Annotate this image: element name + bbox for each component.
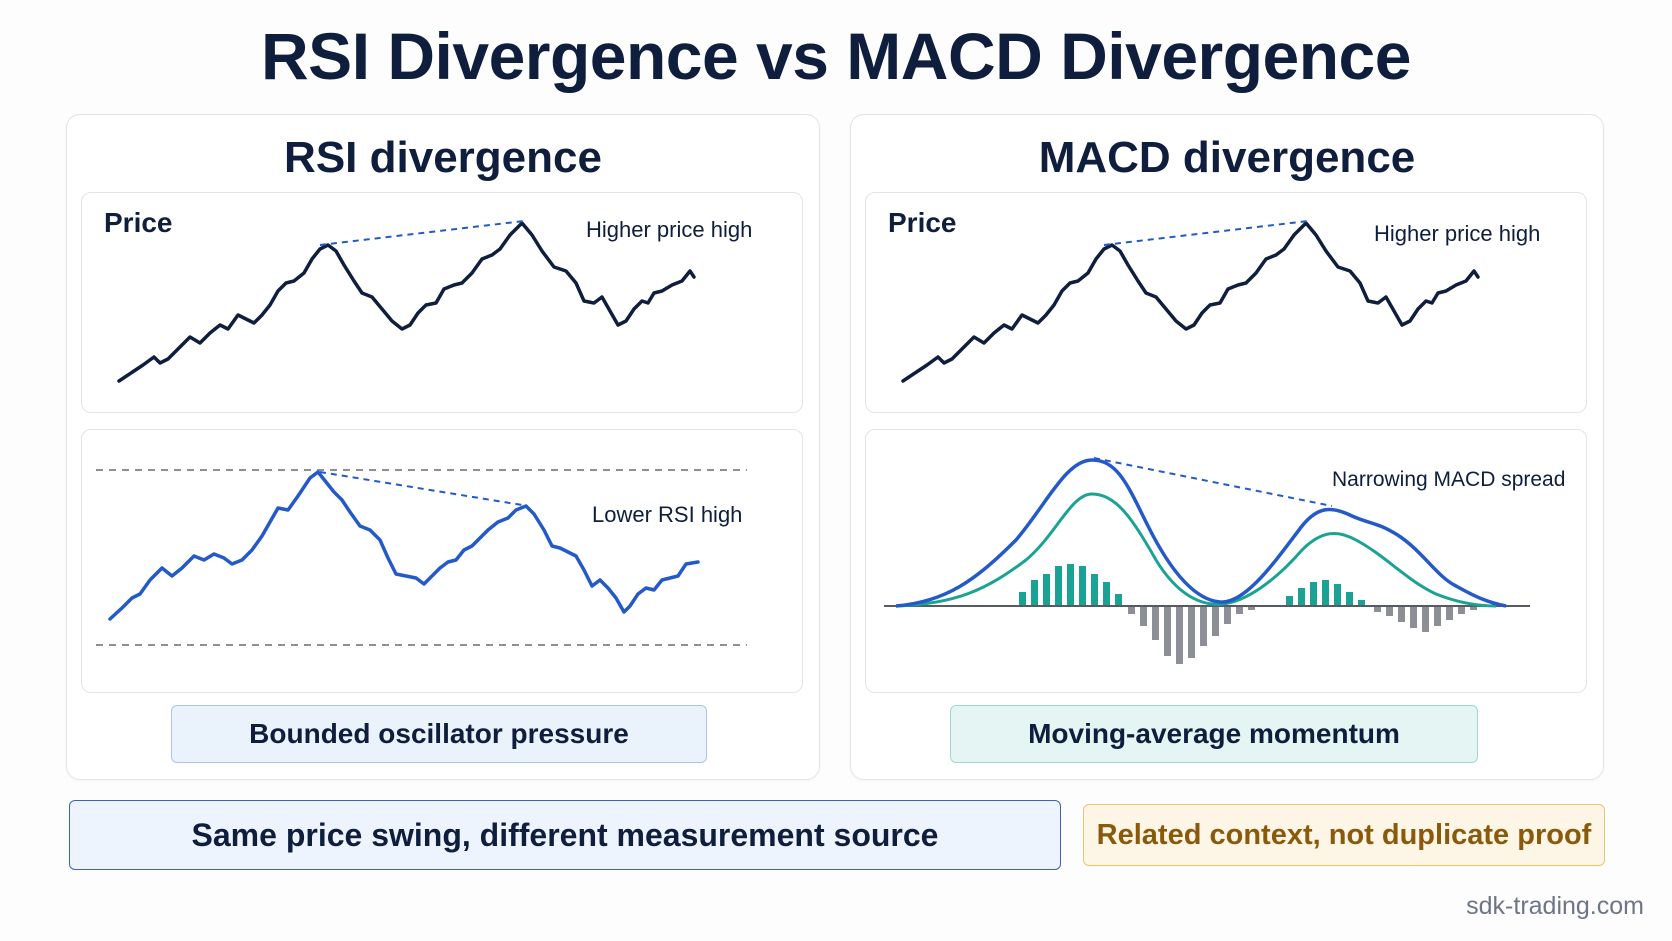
histogram-bar xyxy=(1434,606,1441,626)
histogram-bar xyxy=(1310,582,1317,606)
rsi-oscillator-svg xyxy=(96,469,747,646)
histogram-bar xyxy=(1164,606,1171,656)
macd-signal-line xyxy=(895,492,1497,608)
histogram-bar xyxy=(1458,606,1465,614)
histogram-bar xyxy=(1446,606,1453,620)
macd-histogram-negative xyxy=(1128,606,1477,664)
histogram-bar xyxy=(1055,566,1062,606)
same-price-swing-summary: Same price swing, different measurement … xyxy=(69,800,1061,870)
macd-oscillator-svg xyxy=(884,457,1530,664)
macd-divergence-line xyxy=(1093,457,1333,507)
rsi-divergence-line xyxy=(319,471,523,506)
rsi-line xyxy=(108,470,700,621)
histogram-bar xyxy=(1322,580,1329,606)
histogram-bar xyxy=(1334,584,1341,606)
rsi-price-chart: Price Higher price high xyxy=(81,192,803,413)
histogram-bar xyxy=(1358,600,1365,606)
histogram-bar xyxy=(1236,606,1243,614)
histogram-bar xyxy=(1386,606,1393,616)
histogram-bar xyxy=(1200,606,1207,646)
rsi-oscillator-chart: Lower RSI high xyxy=(81,429,803,693)
price-divergence-line xyxy=(1103,220,1309,246)
histogram-bar xyxy=(1043,574,1050,606)
bounded-oscillator-pill: Bounded oscillator pressure xyxy=(171,705,707,763)
macd-panel-title: MACD divergence xyxy=(1038,133,1416,182)
histogram-bar xyxy=(1152,606,1159,640)
macd-price-svg xyxy=(901,220,1480,383)
macd-price-chart: Price Higher price high xyxy=(865,192,1587,413)
histogram-bar xyxy=(1103,582,1110,606)
histogram-bar xyxy=(1298,588,1305,606)
histogram-bar xyxy=(1224,606,1231,624)
histogram-bar xyxy=(1346,592,1353,606)
rsi-divergence-panel: RSI divergence Price Higher price high L… xyxy=(66,114,820,780)
higher-price-high-annotation: Higher price high xyxy=(1374,221,1541,246)
histogram-bar xyxy=(1176,606,1183,664)
macd-divergence-panel: MACD divergence Price Higher price high xyxy=(850,114,1604,780)
narrowing-macd-spread-annotation: Narrowing MACD spread xyxy=(1332,468,1566,491)
price-label: Price xyxy=(888,207,957,238)
macd-line xyxy=(895,458,1507,608)
price-line xyxy=(901,221,1480,383)
macd-oscillator-chart: Narrowing MACD spread xyxy=(865,429,1587,693)
histogram-bar xyxy=(1248,606,1255,610)
histogram-bar xyxy=(1115,594,1122,606)
histogram-bar xyxy=(1410,606,1417,628)
page-title: RSI Divergence vs MACD Divergence xyxy=(261,19,1411,93)
histogram-bar xyxy=(1398,606,1405,622)
histogram-bar xyxy=(1019,592,1026,606)
histogram-bar xyxy=(1212,606,1219,636)
histogram-bar xyxy=(1422,606,1429,632)
site-watermark: sdk-trading.com xyxy=(1466,892,1644,920)
rsi-panel-title: RSI divergence xyxy=(284,133,602,182)
histogram-bar xyxy=(1128,606,1135,614)
price-line xyxy=(117,221,696,383)
histogram-bar xyxy=(1188,606,1195,658)
price-label: Price xyxy=(104,207,173,238)
histogram-bar xyxy=(1091,574,1098,606)
related-context-note: Related context, not duplicate proof xyxy=(1083,804,1605,866)
lower-rsi-high-annotation: Lower RSI high xyxy=(592,502,743,527)
histogram-bar xyxy=(1067,564,1074,606)
higher-price-high-annotation: Higher price high xyxy=(586,217,753,242)
rsi-price-svg xyxy=(117,220,696,383)
histogram-bar xyxy=(1470,606,1477,610)
macd-histogram xyxy=(1019,564,1365,606)
price-divergence-line xyxy=(319,220,525,246)
histogram-bar xyxy=(1079,566,1086,606)
moving-average-momentum-pill: Moving-average momentum xyxy=(950,705,1478,763)
histogram-bar xyxy=(1031,580,1038,606)
histogram-bar xyxy=(1140,606,1147,626)
histogram-bar xyxy=(1286,596,1293,606)
histogram-bar xyxy=(1374,606,1381,612)
